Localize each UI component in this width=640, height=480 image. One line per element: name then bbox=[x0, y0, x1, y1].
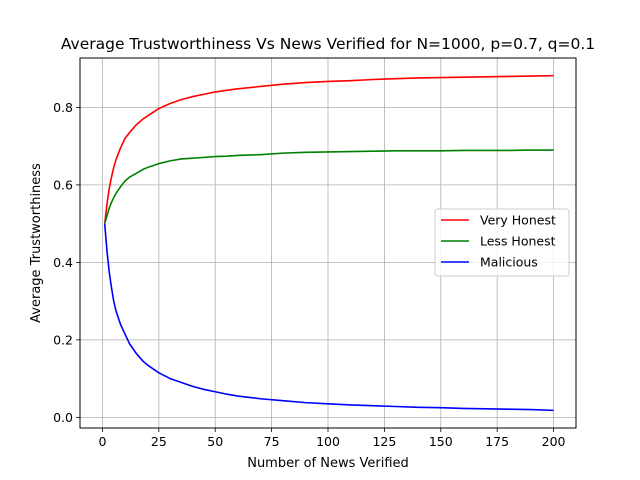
y-tick-label: 0.8 bbox=[53, 100, 73, 115]
y-axis-ticks: 0.0 0.2 0.4 0.6 0.8 bbox=[53, 100, 80, 425]
series-line-malicious bbox=[103, 223, 554, 412]
x-axis-label: Number of News Verified bbox=[247, 456, 409, 471]
x-tick-label: 175 bbox=[485, 434, 509, 449]
x-tick-label: 50 bbox=[207, 434, 223, 449]
y-tick-label: 0.4 bbox=[53, 255, 73, 270]
x-tick-label: 200 bbox=[542, 434, 566, 449]
x-tick-label: 150 bbox=[429, 434, 453, 449]
y-tick-label: 0.2 bbox=[53, 332, 73, 347]
series-line-less-honest bbox=[103, 149, 554, 224]
x-tick-label: 75 bbox=[264, 434, 280, 449]
y-tick-label: 0.0 bbox=[53, 410, 73, 425]
legend-label-less-honest: Less Honest bbox=[480, 234, 556, 249]
legend-box bbox=[434, 208, 570, 277]
x-tick-label: 0 bbox=[98, 434, 106, 449]
x-axis-ticks: 0 25 50 75 100 125 150 175 200 bbox=[98, 428, 566, 449]
legend-label-very-honest: Very Honest bbox=[480, 213, 556, 228]
y-tick-label: 0.6 bbox=[53, 177, 73, 192]
legend-label-malicious: Malicious bbox=[480, 255, 538, 270]
legend: Very Honest Less Honest Malicious bbox=[434, 208, 570, 277]
chart-title: Average Trustworthiness Vs News Verified… bbox=[61, 35, 595, 53]
y-axis-label: Average Trustworthiness bbox=[29, 163, 44, 323]
series-line-very-honest bbox=[103, 74, 554, 224]
x-tick-label: 25 bbox=[151, 434, 167, 449]
x-tick-label: 100 bbox=[316, 434, 340, 449]
plot-lines bbox=[103, 74, 554, 412]
grid bbox=[80, 58, 576, 428]
x-tick-label: 125 bbox=[372, 434, 396, 449]
